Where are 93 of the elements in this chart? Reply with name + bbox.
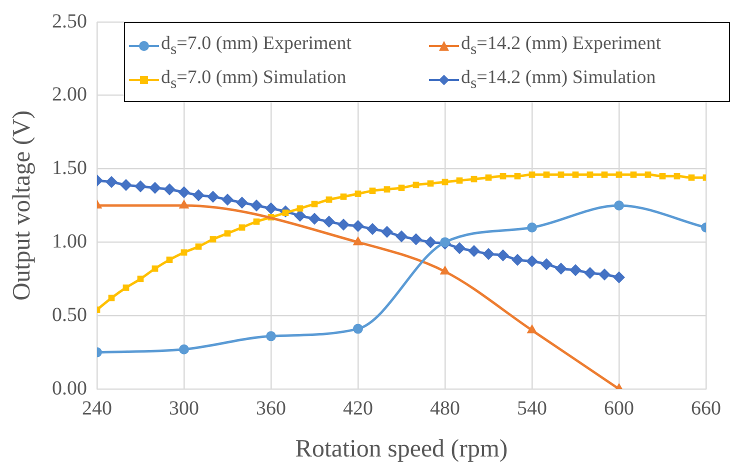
point [120, 178, 132, 191]
x-tick-label: 540 [517, 397, 547, 420]
x-tick-label: 660 [691, 397, 721, 420]
point [424, 236, 436, 248]
point [527, 222, 537, 233]
point [540, 258, 552, 270]
point [572, 171, 579, 178]
x-tick-label: 240 [82, 397, 112, 420]
point [308, 212, 320, 225]
point [178, 200, 190, 208]
point [222, 194, 234, 206]
point [558, 171, 564, 178]
point [616, 171, 622, 178]
point [497, 249, 509, 262]
y-axis-title: Output voltage (V) [8, 110, 36, 301]
legend-label: d$_{s}$=7.0 (mm) Experiment [161, 33, 352, 59]
point [674, 172, 680, 180]
point [122, 284, 130, 291]
x-tick-label: 480 [430, 397, 460, 420]
x-tick-label: 420 [343, 397, 373, 420]
point [106, 176, 118, 188]
point [381, 226, 393, 238]
y-tick-label: 2.00 [52, 84, 87, 106]
point [326, 196, 332, 203]
point [688, 174, 695, 181]
x-tick-label: 600 [604, 397, 634, 420]
point [236, 196, 248, 209]
point [369, 188, 376, 194]
point [210, 236, 216, 242]
point [512, 254, 524, 266]
point [338, 218, 350, 231]
point [528, 171, 536, 178]
point [601, 171, 608, 178]
point [152, 265, 158, 272]
point [192, 189, 204, 202]
y-tick-label: 1.50 [52, 157, 87, 180]
point [570, 264, 582, 276]
point [323, 216, 335, 228]
y-tick-label: 2.50 [52, 10, 87, 32]
y-tick-label: 1.00 [52, 230, 87, 252]
point [614, 200, 624, 210]
point [179, 344, 189, 354]
point [354, 190, 362, 197]
point [253, 218, 260, 225]
point [166, 256, 173, 263]
point [384, 186, 390, 193]
point [440, 266, 450, 275]
point [470, 176, 478, 182]
point [500, 172, 506, 180]
point [207, 190, 219, 203]
point [485, 174, 492, 181]
point [526, 324, 538, 334]
point [134, 180, 146, 192]
point [468, 245, 480, 258]
point [265, 202, 277, 214]
y-tick-label: 0.00 [52, 377, 87, 400]
point [598, 268, 610, 280]
point [514, 172, 521, 180]
point [584, 267, 596, 280]
point [352, 236, 364, 246]
point [224, 230, 231, 237]
point [396, 230, 408, 242]
x-tick-label: 300 [169, 397, 199, 420]
legend-label: d$_{s}$=7.0 (mm) Simulation [161, 66, 346, 93]
point [353, 324, 363, 334]
point [440, 237, 450, 248]
point [266, 331, 276, 342]
x-axis-title: Rotation speed (rpm) [295, 436, 508, 463]
point [555, 262, 567, 275]
point [482, 248, 494, 260]
point [526, 255, 538, 268]
point [366, 222, 378, 235]
x-tick-label: 360 [256, 397, 286, 420]
point [250, 200, 262, 212]
point [630, 171, 637, 178]
point [613, 271, 625, 284]
point [398, 184, 405, 192]
point [644, 171, 652, 178]
y-tick-label: 0.50 [52, 304, 87, 326]
point [164, 183, 176, 196]
point [195, 243, 202, 250]
point [137, 276, 144, 282]
point [340, 194, 347, 200]
point [352, 220, 364, 232]
point [149, 182, 161, 194]
point [178, 186, 190, 198]
point [659, 172, 666, 180]
legend-label: d$_{s}$=14.2 (mm) Simulation [461, 66, 656, 93]
legend-label: d$_{s}$=14.2 (mm) Experiment [461, 33, 661, 59]
point [410, 233, 422, 246]
point [454, 242, 466, 254]
point [586, 171, 594, 178]
point [543, 171, 550, 178]
